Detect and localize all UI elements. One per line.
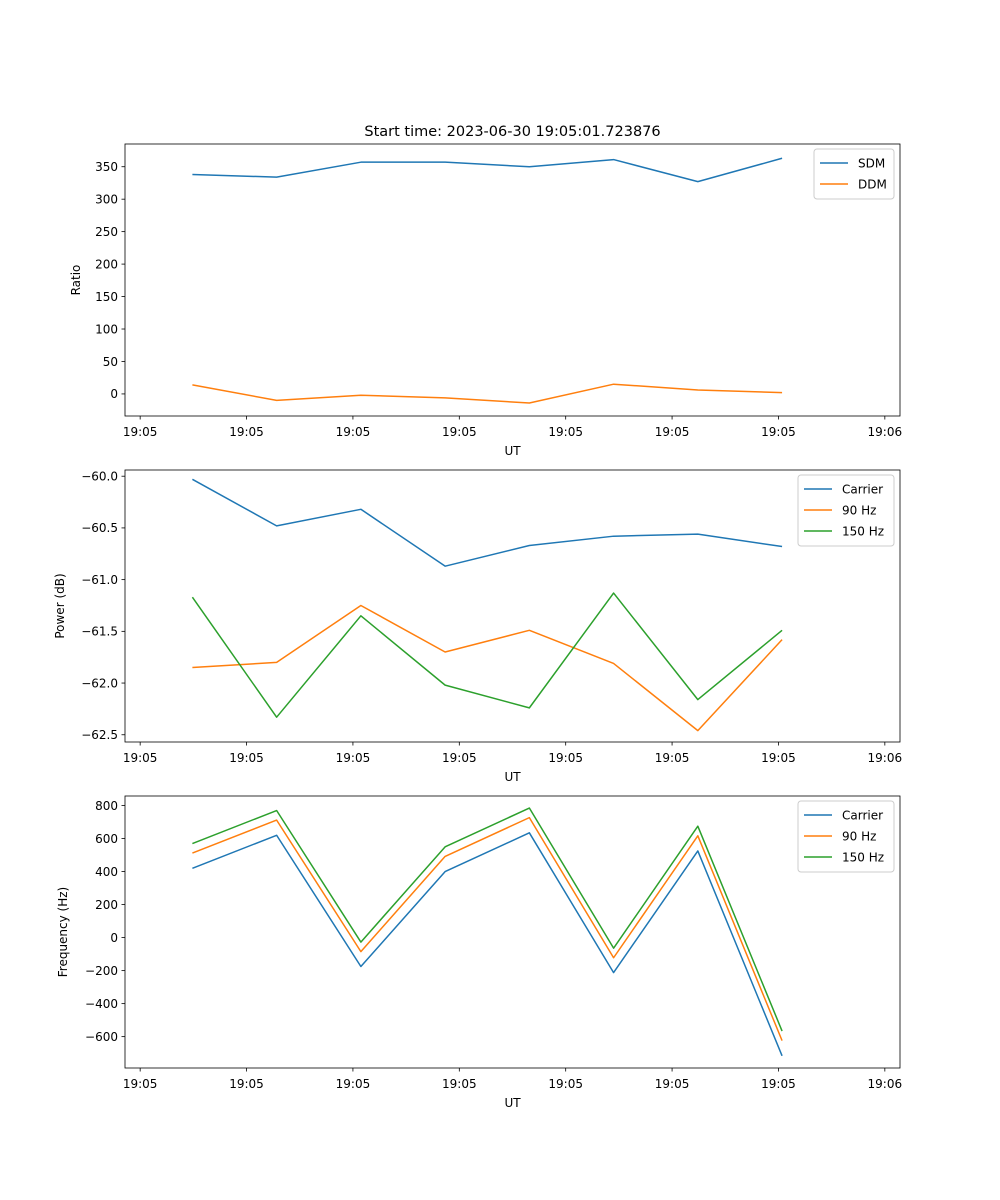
x-tick-label: 19:05: [336, 751, 371, 765]
x-tick-label: 19:05: [548, 1077, 583, 1091]
series-line-ddm: [192, 383, 783, 404]
legend-label: Carrier: [842, 483, 883, 497]
y-axis-label: Power (dB): [53, 573, 67, 638]
x-tick-label: 19:05: [655, 1077, 690, 1091]
axes-frame: [124, 143, 901, 417]
axes-frame: [124, 469, 901, 743]
y-tick-label: 50: [103, 355, 118, 369]
series-line-carrier: [192, 832, 783, 1057]
legend-label: 150 Hz: [842, 525, 884, 539]
legend: SDM DDM: [813, 148, 895, 200]
x-axis-label: UT: [504, 1096, 521, 1110]
x-axis-label: UT: [504, 444, 521, 458]
x-tick-label: 19:05: [442, 751, 477, 765]
y-tick-label: 200: [95, 257, 118, 271]
axes-frame: [124, 795, 901, 1069]
y-tick-label: 400: [95, 865, 118, 879]
y-tick-label: −62.5: [81, 728, 118, 742]
series-line-carrier: [192, 478, 783, 567]
y-tick-label: 150: [95, 290, 118, 304]
x-tick-label: 19:05: [761, 751, 796, 765]
x-tick-label: 19:05: [761, 425, 796, 439]
legend-label: DDM: [858, 178, 887, 192]
y-tick-label: −62.0: [81, 676, 118, 690]
y-tick-label: 0: [110, 931, 118, 945]
legend: Carrier 90 Hz 150 Hz: [797, 800, 895, 873]
chart-panel-1: 19:05 19:05 19:05 19:05 19:05 19:05 19:05 19:06…: [69, 143, 903, 458]
x-tick-label: 19:05: [548, 751, 583, 765]
x-tick-label: 19:05: [336, 1077, 371, 1091]
x-tick-label: 19:05: [442, 425, 477, 439]
series-line-90-hz: [192, 816, 783, 1041]
y-tick-label: 100: [95, 322, 118, 336]
legend-label: 90 Hz: [842, 830, 876, 844]
x-tick-label: 19:05: [123, 751, 158, 765]
x-tick-label: 19:06: [868, 1077, 903, 1091]
legend-box: [797, 474, 895, 547]
y-tick-label: 350: [95, 160, 118, 174]
y-tick-label: −61.0: [81, 573, 118, 587]
y-tick-label: 600: [95, 832, 118, 846]
y-tick-label: 250: [95, 225, 118, 239]
series-line-150-hz: [192, 807, 783, 1032]
legend-label: Carrier: [842, 809, 883, 823]
x-tick-label: 19:05: [442, 1077, 477, 1091]
y-tick-label: 800: [95, 799, 118, 813]
x-tick-label: 19:05: [761, 1077, 796, 1091]
y-tick-label: 200: [95, 898, 118, 912]
y-axis-label: Frequency (Hz): [56, 887, 70, 978]
legend-label: 150 Hz: [842, 851, 884, 865]
y-tick-label: −60.0: [81, 470, 118, 484]
legend: Carrier 90 Hz 150 Hz: [797, 474, 895, 547]
chart-panel-2: 19:05 19:05 19:05 19:05 19:05 19:05 19:05 19:06…: [53, 470, 902, 784]
series-line-sdm: [192, 157, 783, 183]
x-tick-label: 19:05: [548, 425, 583, 439]
legend-box: [797, 800, 895, 873]
x-tick-label: 19:06: [868, 425, 903, 439]
x-tick-label: 19:05: [123, 1077, 158, 1091]
y-tick-label: −60.5: [81, 521, 118, 535]
chart-panel-3: 19:05 19:05 19:05 19:05 19:05 19:05 19:05 19:06…: [56, 795, 903, 1110]
figure-title: Start time: 2023-06-30 19:05:01.723876: [364, 124, 660, 140]
y-tick-label: 300: [95, 192, 118, 206]
y-tick-label: −61.5: [81, 625, 118, 639]
x-tick-label: 19:05: [123, 425, 158, 439]
series-line-90-hz: [192, 604, 783, 732]
series-line-150-hz: [191, 592, 783, 718]
x-tick-label: 19:05: [229, 751, 264, 765]
legend-label: SDM: [858, 157, 885, 171]
x-tick-label: 19:05: [655, 751, 690, 765]
y-tick-label: 0: [110, 387, 118, 401]
x-tick-label: 19:05: [655, 425, 690, 439]
y-tick-label: −400: [85, 997, 118, 1011]
y-axis-label: Ratio: [69, 265, 83, 296]
x-tick-label: 19:05: [229, 1077, 264, 1091]
y-tick-label: −600: [85, 1030, 118, 1044]
y-tick-label: −200: [85, 964, 118, 978]
x-tick-label: 19:05: [336, 425, 371, 439]
legend-box: [813, 148, 895, 200]
x-tick-label: 19:05: [229, 425, 264, 439]
legend-label: 90 Hz: [842, 504, 876, 518]
x-tick-label: 19:06: [868, 751, 903, 765]
x-axis-label: UT: [504, 770, 521, 784]
